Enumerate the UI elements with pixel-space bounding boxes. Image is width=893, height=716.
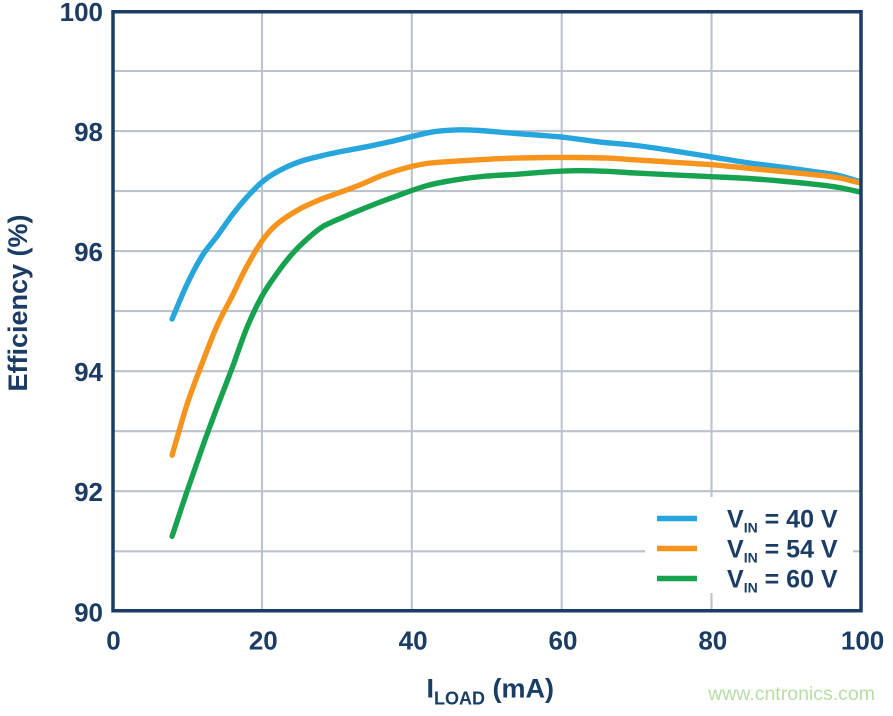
svg-text:ILOAD (mA): ILOAD (mA) — [427, 674, 555, 709]
svg-text:VIN = 54 V: VIN = 54 V — [727, 536, 838, 566]
svg-text:92: 92 — [74, 477, 103, 507]
svg-text:96: 96 — [74, 237, 103, 267]
svg-text:0: 0 — [106, 626, 120, 656]
svg-text:20: 20 — [249, 626, 278, 656]
svg-text:80: 80 — [698, 626, 727, 656]
svg-text:90: 90 — [74, 597, 103, 627]
svg-text:Efficiency (%): Efficiency (%) — [3, 214, 33, 391]
svg-text:VIN = 40 V: VIN = 40 V — [727, 506, 838, 536]
svg-text:100: 100 — [841, 626, 884, 656]
svg-text:www.cntronics.com: www.cntronics.com — [707, 683, 875, 705]
svg-text:94: 94 — [74, 357, 103, 387]
svg-text:100: 100 — [60, 0, 103, 27]
svg-text:60: 60 — [549, 626, 578, 656]
svg-text:VIN = 60 V: VIN = 60 V — [727, 566, 838, 596]
svg-text:98: 98 — [74, 117, 103, 147]
svg-text:40: 40 — [399, 626, 428, 656]
